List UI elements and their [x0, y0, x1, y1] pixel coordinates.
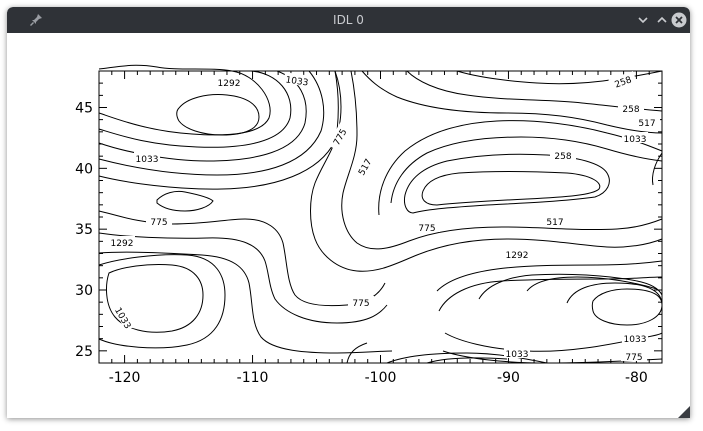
x-tick-label: -100: [365, 370, 397, 386]
pin-icon[interactable]: [29, 13, 43, 27]
contour-line: [176, 94, 260, 136]
contour-level-label: 1292: [111, 239, 134, 249]
contour-level-label: 775: [418, 224, 435, 234]
contour-level-label: 1292: [506, 251, 529, 261]
resize-handle[interactable]: [678, 406, 690, 418]
contour-line: [156, 190, 214, 212]
title-bar[interactable]: IDL 0: [7, 7, 690, 33]
contour-line: [361, 70, 663, 134]
contour-line: [98, 254, 226, 349]
maximize-chevron-icon[interactable]: [653, 11, 671, 29]
contour-line: [390, 136, 663, 204]
contour-line: [98, 232, 388, 324]
contour-level-label: 1033: [624, 335, 647, 345]
close-icon[interactable]: [670, 11, 688, 29]
idl-window: IDL 0: [7, 7, 690, 418]
contour-line: [444, 332, 663, 352]
contour-level-label: 1033: [136, 155, 159, 165]
contour-level-label: 1292: [218, 79, 241, 89]
contour-line: [98, 70, 292, 148]
plot-frame: [98, 70, 663, 364]
contour-line: [98, 210, 386, 307]
contour-line: [346, 342, 368, 364]
contour-line: [404, 153, 610, 214]
contour-line: [426, 357, 508, 364]
contour-level-label: 258: [554, 152, 571, 162]
contour-line: [310, 70, 663, 272]
x-tick-label: -90: [497, 370, 520, 386]
contour-line: [106, 264, 204, 333]
plot-area: -120 -110 -100 -90 -80 25 30 35 40 45 1292 1033 775…: [7, 33, 690, 418]
contour-line: [98, 251, 393, 354]
contour-line: [652, 152, 663, 186]
y-tick-label: 25: [75, 344, 93, 360]
contour-line: [98, 70, 342, 190]
contour-line: [478, 273, 663, 300]
contour-line: [526, 276, 658, 292]
contour-line: [386, 352, 548, 364]
contour-level-label: 1033: [506, 350, 529, 360]
contour-level-label: 517: [638, 119, 655, 129]
y-tick-label: 35: [75, 222, 93, 238]
contour-line: [98, 64, 271, 136]
contour-line: [456, 70, 663, 85]
contour-line: [591, 288, 663, 326]
y-tick-label: 30: [75, 283, 93, 299]
contour-level-label: 258: [622, 105, 639, 115]
x-tick-label: -80: [625, 370, 648, 386]
y-tick-label: 45: [75, 101, 93, 117]
contour-level-label: 1033: [624, 135, 647, 145]
window-title: IDL 0: [333, 13, 364, 27]
contour-level-label: 775: [352, 299, 369, 309]
contour-level-label: 1033: [285, 75, 309, 88]
contour-line: [378, 120, 663, 216]
minimize-chevron-icon[interactable]: [634, 11, 652, 29]
contour-line: [566, 282, 663, 306]
x-tick-label: -110: [237, 370, 269, 386]
contour-line: [421, 171, 601, 206]
contour-level-label: 775: [625, 353, 642, 363]
contour-line: [341, 70, 663, 250]
contour-plot: -120 -110 -100 -90 -80 25 30 35 40 45 1292 1033 775…: [75, 64, 663, 386]
contour-level-label: 775: [150, 218, 167, 228]
contour-line: [436, 260, 663, 292]
y-tick-label: 40: [75, 161, 93, 177]
contour-line: [98, 70, 325, 176]
x-tick-label: -120: [109, 370, 141, 386]
contour-level-label: 517: [546, 218, 563, 228]
